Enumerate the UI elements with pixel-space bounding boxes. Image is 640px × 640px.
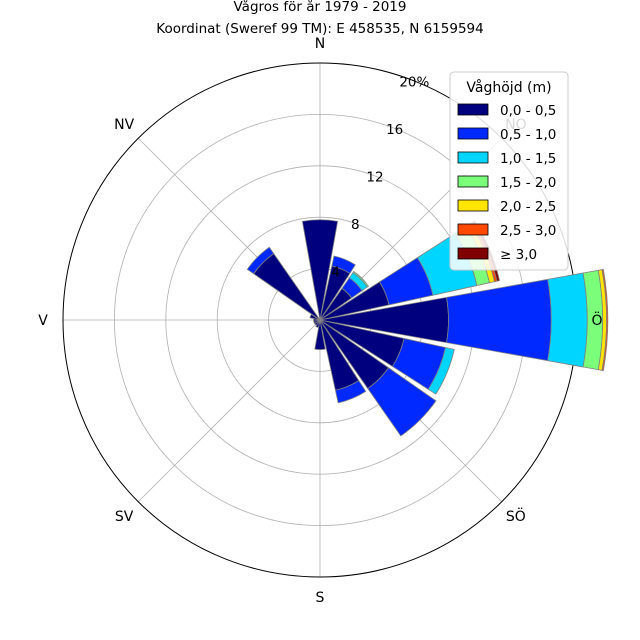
legend: Våghöjd (m) 0,0 - 0,5 0,5 - 1,0 1,0 - 1,5 1,… <box>449 71 569 271</box>
chart-subtitle: Koordinat (Sweref 99 TM): E 458535, N 61… <box>156 21 483 37</box>
rose-bar-sö-bin-2 <box>367 367 437 437</box>
radial-tick-label: 16 <box>386 122 403 138</box>
radial-ticks: 4 8 12 16 20% <box>331 75 429 281</box>
radial-tick-label: 8 <box>351 217 360 233</box>
legend-box <box>449 71 569 271</box>
rose-bar-sso-bin-2 <box>334 380 367 404</box>
direction-label: SV <box>115 509 134 525</box>
direction-label: V <box>38 313 48 329</box>
chart-title: Vågros för år 1979 - 2019 <box>233 0 406 15</box>
legend-label: 1,5 - 2,0 <box>500 175 556 191</box>
radial-tick-label: 20% <box>399 75 429 91</box>
direction-label: NV <box>114 117 134 133</box>
direction-label: Ö <box>591 311 602 329</box>
direction-label: S <box>316 590 325 606</box>
rose-bar-s-bin-1 <box>314 319 326 350</box>
rose-bar-ö-bin-6 <box>601 268 609 372</box>
legend-label: ≥ 3,0 <box>500 247 537 263</box>
legend-swatch <box>457 175 489 188</box>
legend-label: 0,0 - 0,5 <box>500 103 556 119</box>
legend-swatch <box>457 247 489 260</box>
legend-swatch <box>457 127 489 140</box>
grid-spoke <box>137 319 321 503</box>
legend-swatch <box>457 223 489 236</box>
legend-swatch <box>457 199 489 212</box>
rose-bar-ö-bin-2 <box>446 278 552 362</box>
direction-label: N <box>315 36 325 52</box>
legend-label: 0,5 - 1,0 <box>500 127 556 143</box>
legend-swatch <box>457 151 489 164</box>
legend-label: 1,0 - 1,5 <box>500 151 556 167</box>
legend-label: 2,0 - 2,5 <box>500 199 556 215</box>
rose-bar-ö-bin-3 <box>547 272 588 368</box>
radial-tick-label: 4 <box>331 265 340 281</box>
direction-label: SÖ <box>506 507 526 525</box>
radial-tick-label: 12 <box>366 170 383 186</box>
rose-bar-nno-bin-2 <box>331 255 356 275</box>
legend-label: 2,5 - 3,0 <box>500 223 556 239</box>
rose-bar-nv-bin-2 <box>246 246 275 275</box>
legend-title: Våghöjd (m) <box>466 79 551 96</box>
legend-swatch <box>457 103 489 116</box>
rose-bar-oso-bin-3 <box>427 347 455 395</box>
rose-bar-n-bin-1 <box>301 219 339 321</box>
rose-bar-no-bin-4 <box>352 270 370 288</box>
